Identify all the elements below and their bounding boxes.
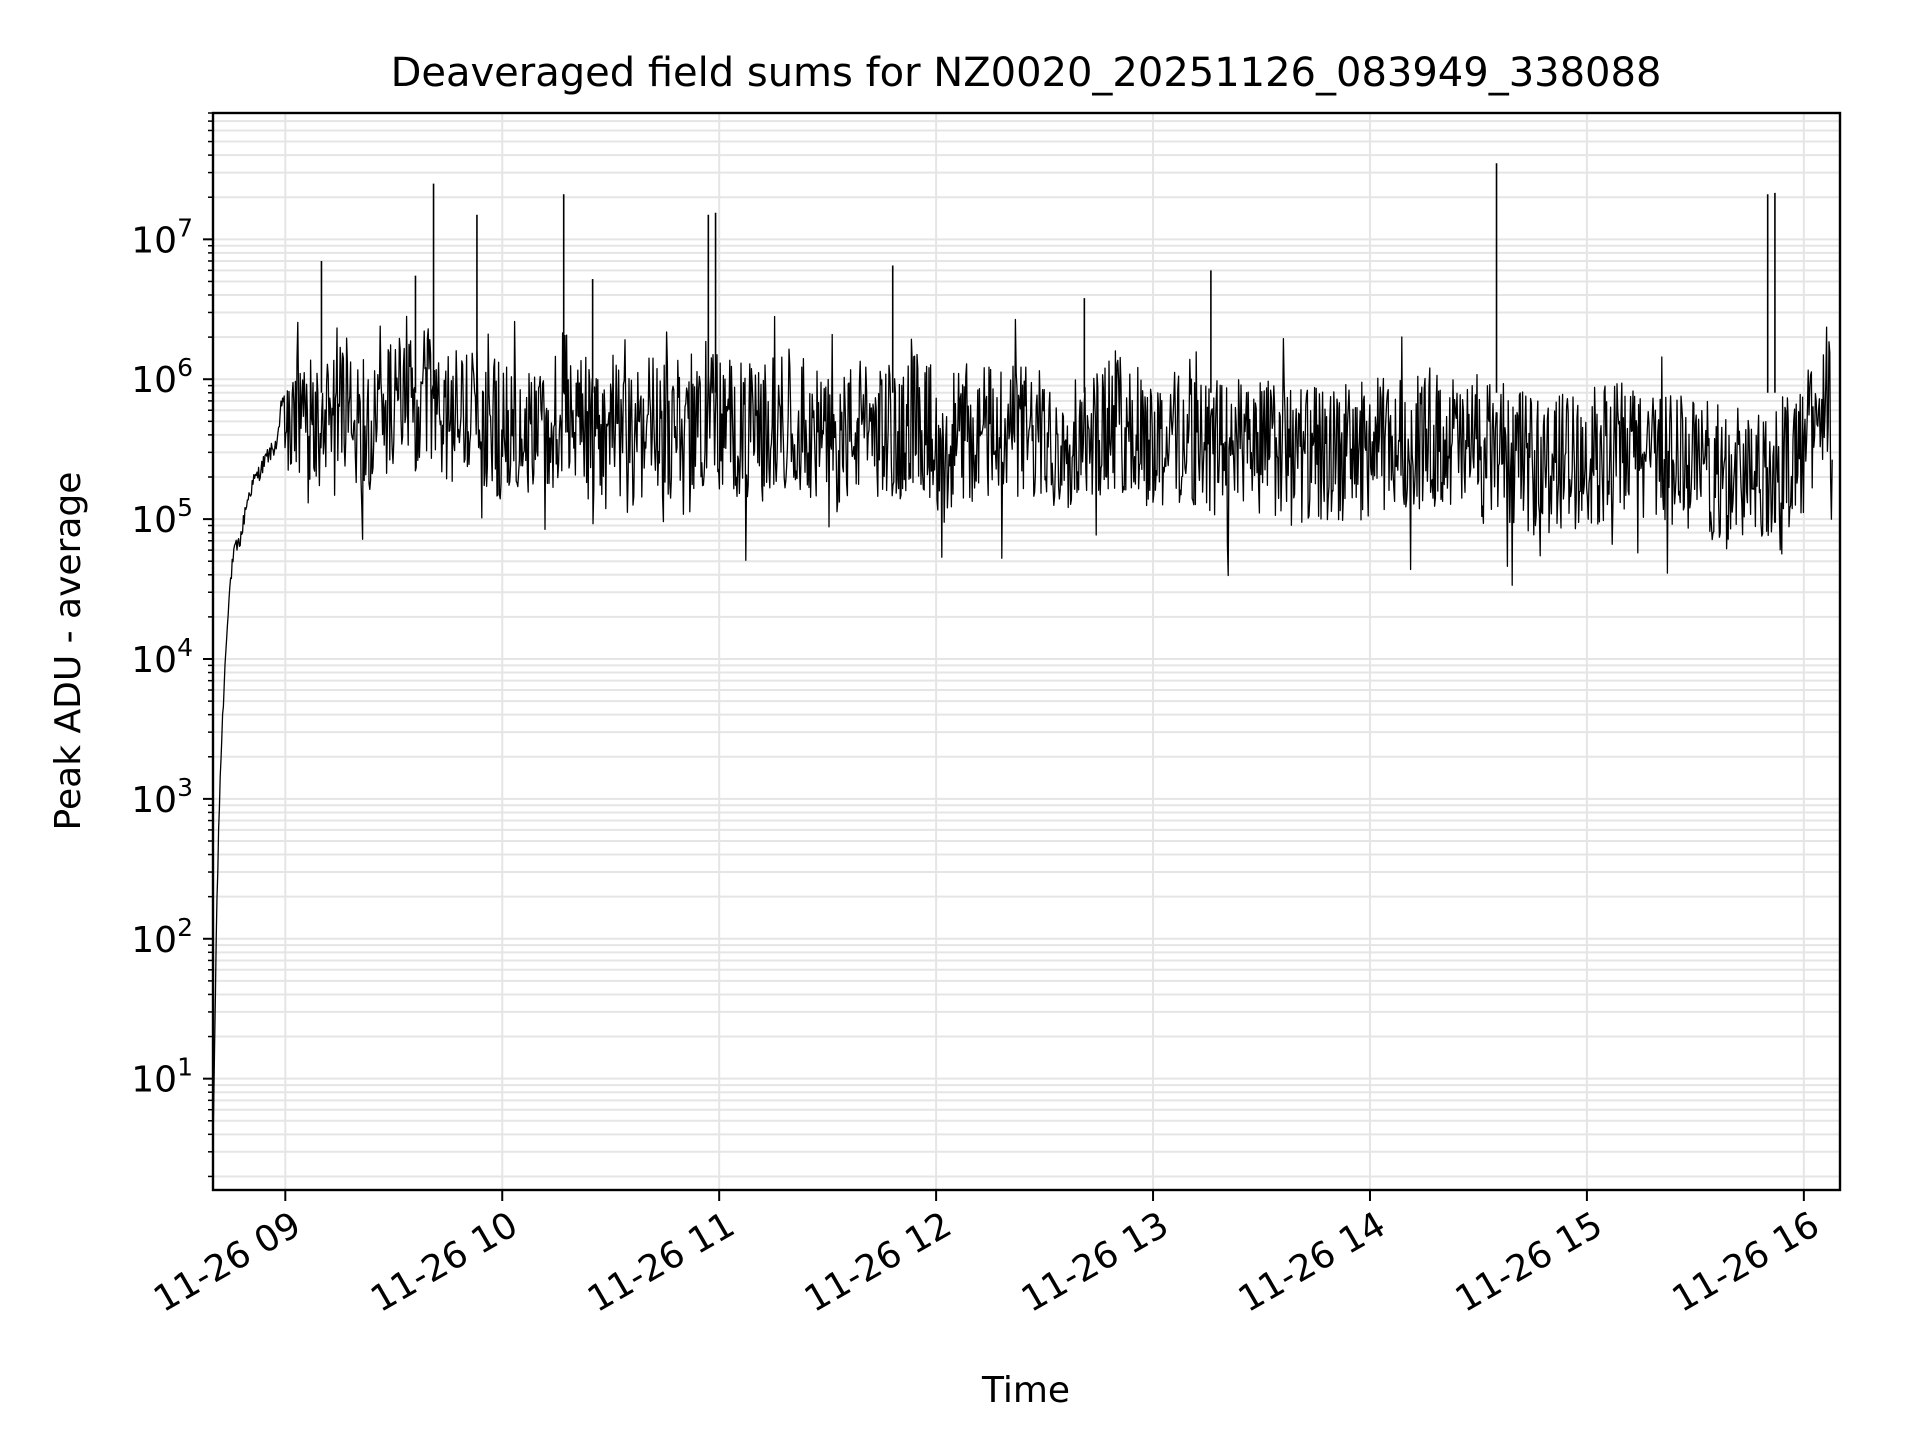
y-tick-exponent: 2 <box>177 913 193 942</box>
y-tick-base: 10 <box>131 220 177 261</box>
y-tick-base: 10 <box>131 640 177 681</box>
y-tick-exponent: 1 <box>177 1053 193 1082</box>
y-tick-base: 10 <box>131 500 177 541</box>
y-tick-exponent: 7 <box>177 213 193 242</box>
y-tick-label: 102 <box>131 913 193 961</box>
data-layer <box>212 163 1833 1145</box>
y-tick-exponent: 6 <box>177 353 193 382</box>
y-tick-exponent: 4 <box>177 633 193 662</box>
y-tick-label: 106 <box>131 353 193 401</box>
y-tick-exponent: 3 <box>177 773 193 802</box>
series-line <box>212 315 1833 1145</box>
y-tick-label: 105 <box>131 493 193 541</box>
chart-title: Deaveraged field sums for NZ0020_2025112… <box>391 50 1662 96</box>
y-tick-base: 10 <box>131 920 177 961</box>
y-axis-label: Peak ADU - average <box>48 472 89 831</box>
plot-frame <box>211 111 1842 1192</box>
grid-layer <box>213 112 1840 1190</box>
y-tick-base: 10 <box>131 780 177 821</box>
y-tick-label: 104 <box>131 633 193 681</box>
y-tick-base: 10 <box>131 360 177 401</box>
y-tick-label: 103 <box>131 773 193 821</box>
y-tick-exponent: 5 <box>177 493 193 522</box>
y-tick-label: 101 <box>131 1053 193 1101</box>
y-tick-label: 107 <box>131 213 193 261</box>
y-tick-base: 10 <box>131 1060 177 1101</box>
x-axis-label: Time <box>981 1370 1070 1411</box>
